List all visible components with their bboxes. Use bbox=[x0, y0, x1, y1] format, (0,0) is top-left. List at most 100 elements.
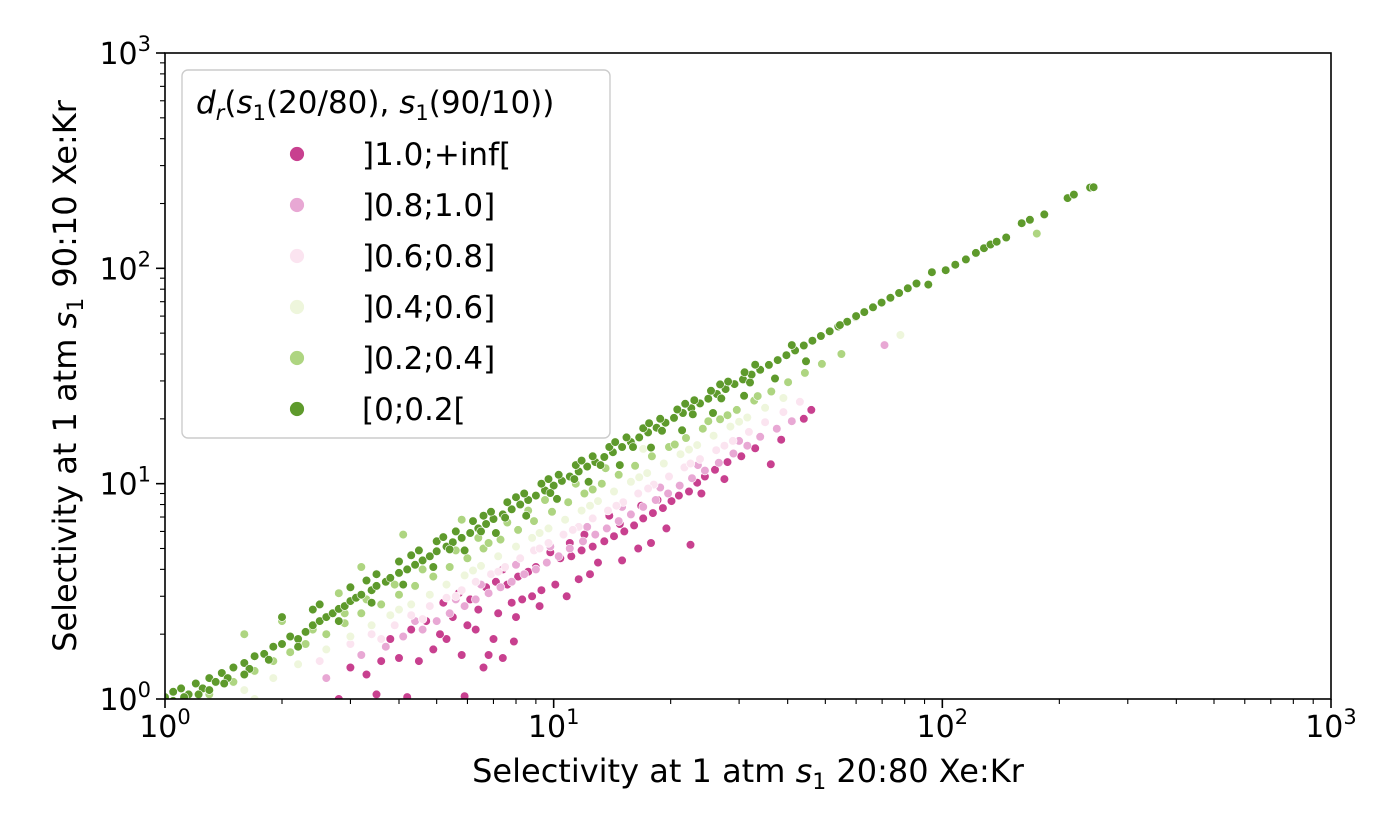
data-point-s4-47 bbox=[398, 529, 408, 540]
data-point-s4-32 bbox=[766, 386, 776, 397]
data-point-s5-8 bbox=[217, 668, 227, 678]
data-point-s5-37 bbox=[418, 555, 428, 566]
legend-label-3: ]0.4;0.6] bbox=[362, 290, 495, 326]
data-point-s4-16 bbox=[495, 534, 506, 545]
data-point-s5-162 bbox=[543, 474, 554, 484]
data-point-s4-13 bbox=[445, 562, 455, 572]
data-point-s1-15 bbox=[554, 551, 564, 561]
data-point-s5-136 bbox=[723, 377, 733, 387]
y-axis-label: Selectivity at 1 atm s1 90:10 Xe:Kr bbox=[46, 99, 89, 652]
data-point-s5-129 bbox=[604, 442, 614, 452]
data-point-s3-11 bbox=[476, 561, 486, 571]
data-point-s1-2 bbox=[381, 642, 391, 652]
data-point-s3-31 bbox=[895, 330, 906, 340]
data-point-s0-45 bbox=[576, 545, 587, 556]
data-point-s5-165 bbox=[644, 418, 654, 428]
data-point-s0-24 bbox=[493, 608, 503, 618]
data-point-s5-35 bbox=[402, 564, 412, 575]
data-point-s5-122 bbox=[486, 507, 496, 517]
legend: dr(s1(20/80), s1(90/10)) ]1.0;+inf[]0.8;… bbox=[181, 69, 611, 439]
data-point-s5-17 bbox=[277, 639, 287, 649]
data-point-s5-146 bbox=[521, 511, 531, 521]
legend-label-4: ]0.2;0.4] bbox=[362, 341, 495, 377]
data-point-s5-140 bbox=[334, 616, 344, 626]
y-tick-label-2: 102 bbox=[99, 247, 151, 287]
data-point-s5-95 bbox=[911, 278, 922, 289]
data-point-s5-29 bbox=[356, 590, 366, 600]
data-point-s1-29 bbox=[728, 448, 739, 459]
x-tick-exp-1: 1 bbox=[566, 705, 579, 729]
data-point-s2-34 bbox=[534, 543, 545, 554]
data-point-s0-32 bbox=[585, 569, 595, 579]
data-point-s5-39 bbox=[432, 546, 442, 556]
data-point-s3-28 bbox=[760, 403, 770, 413]
data-point-s5-34 bbox=[394, 568, 404, 578]
data-point-s2-31 bbox=[418, 614, 428, 624]
data-point-s1-4 bbox=[418, 624, 428, 635]
data-point-s0-25 bbox=[507, 598, 517, 608]
data-point-s5-94 bbox=[903, 283, 913, 293]
data-point-s3-32 bbox=[250, 694, 260, 699]
data-point-s5-104 bbox=[992, 237, 1002, 247]
data-point-s5-100 bbox=[961, 254, 971, 264]
data-point-s0-28 bbox=[536, 585, 547, 595]
data-point-s3-23 bbox=[675, 449, 686, 459]
data-point-s5-170 bbox=[835, 320, 845, 330]
data-point-s1-12 bbox=[519, 569, 529, 579]
data-point-s1-21 bbox=[626, 509, 636, 520]
data-point-s1-20 bbox=[614, 516, 624, 526]
data-point-s0-59 bbox=[710, 465, 720, 475]
data-point-s5-120 bbox=[451, 526, 461, 537]
data-point-s4-48 bbox=[356, 562, 366, 572]
data-point-s5-164 bbox=[610, 437, 620, 447]
legend-title: dr(s1(20/80), s1(90/10)) bbox=[196, 85, 554, 125]
data-point-s1-34 bbox=[879, 340, 890, 350]
data-point-s3-39 bbox=[734, 417, 744, 427]
data-point-s4-23 bbox=[614, 470, 624, 480]
legend-marker-0 bbox=[289, 146, 305, 162]
data-point-s0-61 bbox=[736, 451, 746, 461]
data-point-s5-89 bbox=[859, 307, 869, 317]
data-point-s0-17 bbox=[385, 634, 395, 644]
data-point-s0-46 bbox=[588, 541, 598, 552]
data-point-s5-187 bbox=[745, 377, 755, 388]
data-point-s5-173 bbox=[179, 692, 189, 699]
data-point-s5-21 bbox=[308, 620, 318, 630]
data-point-s1-31 bbox=[755, 432, 765, 442]
data-point-s5-106 bbox=[1017, 218, 1027, 228]
data-point-s4-18 bbox=[529, 516, 539, 526]
data-point-s5-149 bbox=[615, 460, 625, 470]
data-point-s4-34 bbox=[800, 368, 810, 378]
data-point-s5-184 bbox=[657, 426, 667, 436]
data-point-s2-27 bbox=[760, 417, 770, 427]
data-point-s3-6 bbox=[385, 610, 395, 620]
data-point-s0-26 bbox=[517, 594, 527, 605]
data-point-s5-168 bbox=[750, 360, 760, 370]
data-point-s5-61 bbox=[617, 442, 627, 452]
data-point-s2-29 bbox=[795, 397, 805, 407]
x-tick-base-3: 10 bbox=[1305, 710, 1343, 745]
data-point-s1-6 bbox=[445, 608, 455, 618]
data-point-s2-39 bbox=[719, 441, 730, 451]
data-point-s5-178 bbox=[476, 526, 486, 537]
data-point-s5-2 bbox=[176, 683, 186, 694]
data-point-s5-99 bbox=[950, 260, 960, 270]
data-point-s5-161 bbox=[511, 492, 521, 502]
data-points-layer bbox=[165, 182, 1099, 699]
y-tick-label-1: 101 bbox=[99, 463, 151, 503]
y-tick-label-3: 103 bbox=[99, 32, 151, 72]
data-point-s1-13 bbox=[531, 564, 541, 575]
data-point-s5-144 bbox=[460, 545, 470, 556]
data-point-s0-18 bbox=[406, 624, 416, 635]
data-point-s5-49 bbox=[515, 499, 525, 510]
data-point-s3-34 bbox=[468, 565, 478, 576]
data-point-s1-24 bbox=[663, 488, 673, 499]
data-point-s5-18 bbox=[285, 631, 295, 642]
data-point-s2-0 bbox=[315, 656, 325, 666]
data-point-s1-0 bbox=[321, 673, 331, 683]
x-tick-base-0: 10 bbox=[139, 710, 177, 745]
data-point-s5-183 bbox=[628, 442, 638, 452]
data-point-s5-117 bbox=[394, 556, 404, 567]
legend-label-0: ]1.0;+inf[ bbox=[362, 137, 511, 173]
data-point-s5-182 bbox=[595, 460, 606, 470]
